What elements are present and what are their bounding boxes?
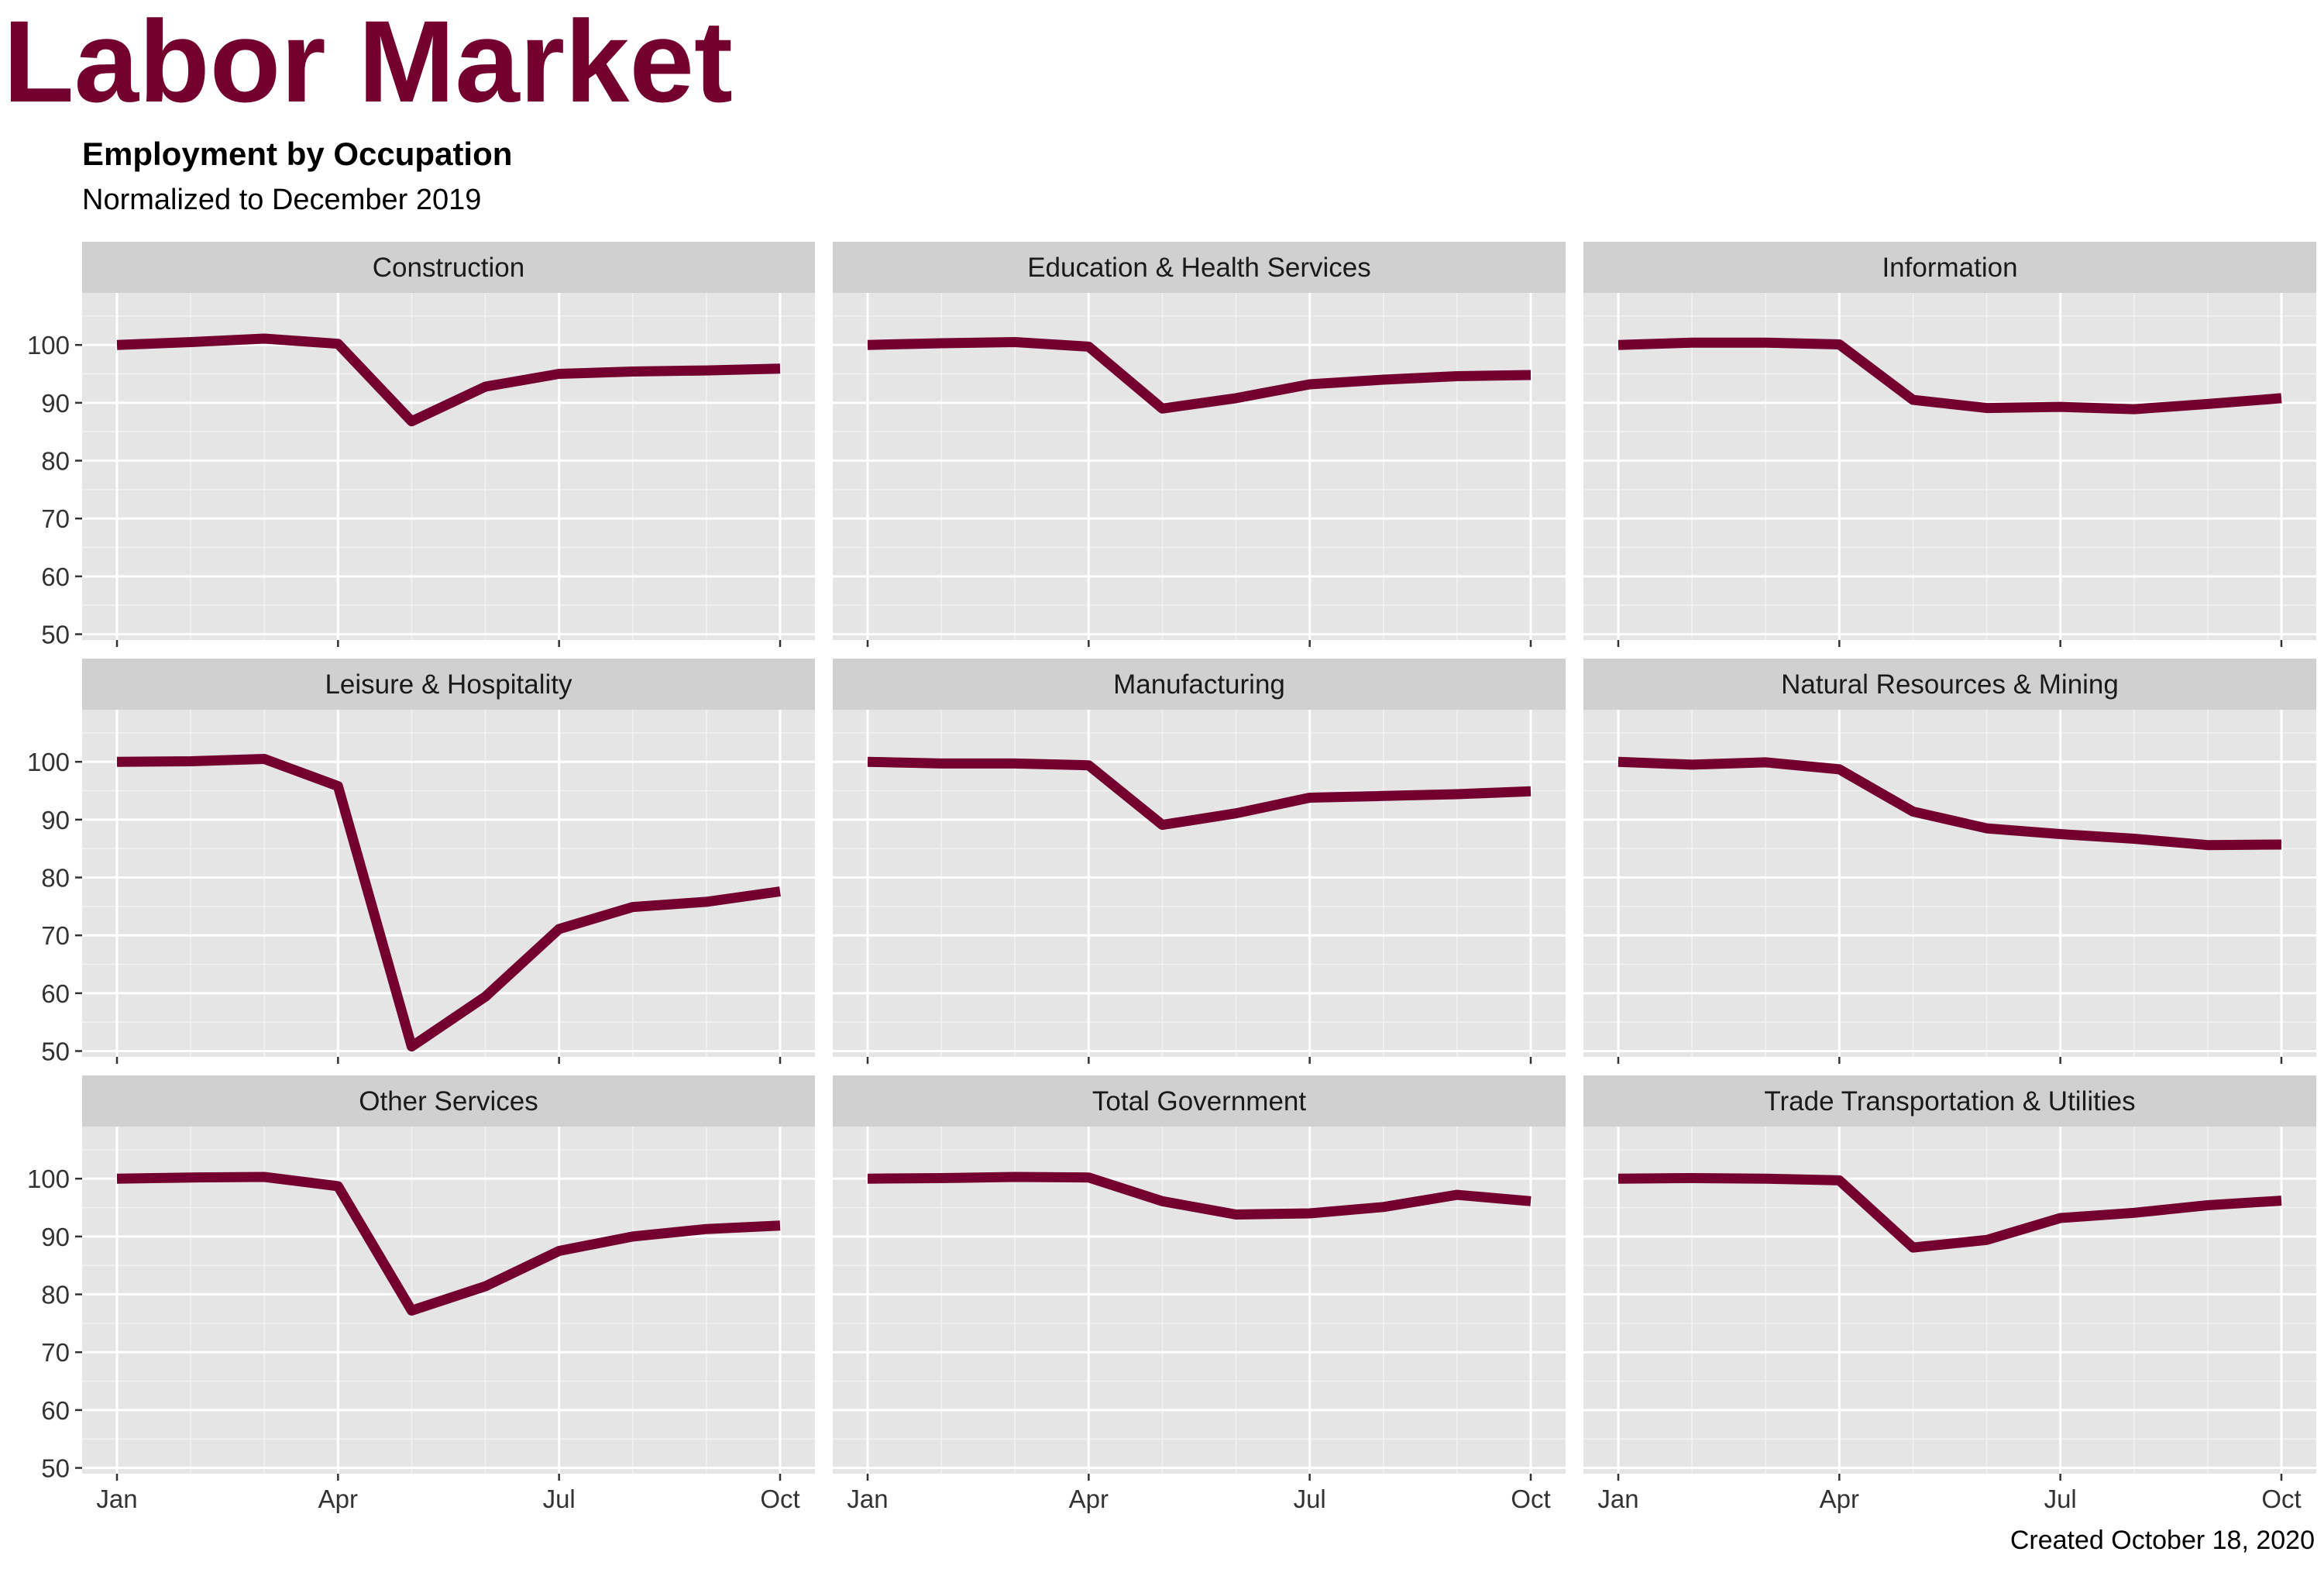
facet-panel-total-government: Total Government Jan Apr Jul Oct — [833, 1075, 1566, 1513]
panel-background — [82, 293, 815, 640]
x-tick-label: Jan — [1597, 1485, 1638, 1513]
x-tick-label: Jan — [847, 1485, 888, 1513]
facet-strip-label: Construction — [373, 253, 524, 283]
y-tick-label: 80 — [41, 1281, 70, 1309]
series-line-construction — [116, 333, 781, 427]
facet-panel-natural-resources-and-mining: Natural Resources & Mining — [1583, 659, 2316, 1064]
facet-strip-label: Total Government — [1092, 1086, 1307, 1117]
x-tick-label: Oct — [1511, 1485, 1550, 1513]
panel-background — [1583, 1127, 2316, 1474]
facet-panel-other-services: Other Services 50 60 70 80 90 100 Jan Apr Jul Oct — [27, 1075, 815, 1513]
panel-background — [82, 710, 815, 1057]
x-tick-label: Oct — [760, 1485, 799, 1513]
y-tick-label: 80 — [41, 447, 70, 476]
facet-strip-natural-resources-and-mining — [1583, 659, 2316, 710]
x-tick-label: Apr — [1069, 1485, 1109, 1513]
facet-strip-leisure-and-hospitality — [82, 659, 815, 710]
facet-strip-label: Leisure & Hospitality — [325, 669, 572, 700]
facet-strip-information — [1583, 242, 2316, 293]
facet-strip-label: Trade Transportation & Utilities — [1764, 1086, 2135, 1117]
facet-strip-manufacturing — [833, 659, 1566, 710]
y-tick-label: 50 — [41, 621, 70, 649]
y-tick-label: 90 — [41, 389, 70, 418]
x-tick-label: Apr — [318, 1485, 358, 1513]
y-tick-label: 100 — [27, 748, 70, 776]
series-line-total-government — [867, 1172, 1532, 1220]
facet-strip-label: Manufacturing — [1113, 669, 1285, 700]
y-tick-label: 50 — [41, 1454, 70, 1483]
facet-panel-education-and-health-services: Education & Health Services — [833, 242, 1566, 647]
y-tick-label: 80 — [41, 864, 70, 893]
facet-panel-trade-transportation-and-utilities: Trade Transportation & Utilities Jan Apr Ju… — [1583, 1075, 2316, 1513]
facet-strip-label: Education & Health Services — [1027, 253, 1371, 283]
y-tick-label: 90 — [41, 1223, 70, 1251]
facet-strip-label: Natural Resources & Mining — [1781, 669, 2119, 700]
facet-strip-other-services — [82, 1075, 815, 1127]
facet-panel-construction: Construction 50 60 70 80 90 100 — [27, 242, 815, 649]
y-tick-label: 60 — [41, 563, 70, 591]
x-tick-label: Jul — [2044, 1485, 2077, 1513]
y-tick-label: 70 — [41, 921, 70, 950]
panel-background — [833, 1127, 1566, 1474]
x-tick-label: Jul — [1294, 1485, 1326, 1513]
chart-subtitle: Employment by Occupation — [82, 136, 513, 172]
panel-background — [1583, 293, 2316, 640]
y-tick-label: 100 — [27, 331, 70, 360]
y-tick-label: 90 — [41, 806, 70, 834]
series-line-education-and-health-services — [867, 337, 1532, 414]
facet-strip-label: Other Services — [359, 1086, 538, 1117]
y-tick-label: 70 — [41, 504, 70, 533]
facet-strip-total-government — [833, 1075, 1566, 1127]
chart-caption: Created October 18, 2020 — [2009, 1526, 2315, 1555]
y-tick-label: 50 — [41, 1037, 70, 1066]
series-line-natural-resources-and-mining — [1618, 756, 2282, 851]
series-line-trade-transportation-and-utilities — [1618, 1173, 2282, 1253]
x-tick-label: Jan — [96, 1485, 137, 1513]
facet-panel-manufacturing: Manufacturing — [833, 659, 1566, 1064]
chart-note: Normalized to December 2019 — [82, 184, 482, 216]
series-line-other-services — [116, 1172, 781, 1316]
facet-strip-trade-transportation-and-utilities — [1583, 1075, 2316, 1127]
y-tick-label: 70 — [41, 1338, 70, 1367]
x-tick-label: Oct — [2261, 1485, 2301, 1513]
series-line-manufacturing — [867, 756, 1532, 831]
facet-strip-education-and-health-services — [833, 242, 1566, 293]
y-tick-label: 60 — [41, 1396, 70, 1425]
y-tick-label: 60 — [41, 979, 70, 1008]
x-tick-label: Apr — [1820, 1485, 1859, 1513]
facet-panel-leisure-and-hospitality: Leisure & Hospitality 50 60 70 80 90 100 — [27, 659, 815, 1066]
series-line-information — [1618, 337, 2282, 415]
panel-background — [833, 293, 1566, 640]
x-tick-label: Jul — [543, 1485, 576, 1513]
facet-strip-label: Information — [1882, 253, 2017, 283]
page-title: Labor Market — [3, 0, 733, 126]
facet-panel-information: Information — [1583, 242, 2316, 647]
series-line-leisure-and-hospitality — [116, 754, 781, 1052]
y-tick-label: 100 — [27, 1165, 70, 1193]
facet-strip-construction — [82, 242, 815, 293]
